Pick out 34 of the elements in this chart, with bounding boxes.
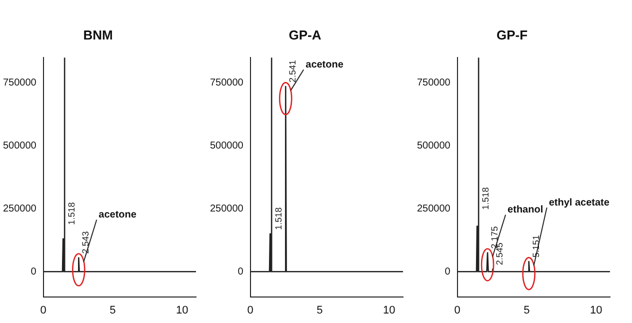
y-tick-label: 0 <box>238 266 244 278</box>
annotation: acetone <box>306 59 344 70</box>
y-tick-label: 500000 <box>2 140 37 152</box>
x-tick-label: 0 <box>247 304 254 316</box>
chart-title: GP-F <box>496 27 528 42</box>
annotation: 1.518 <box>66 202 76 225</box>
x-tick-label: 10 <box>383 304 396 316</box>
x-tick-label: 10 <box>590 304 602 316</box>
y-tick-label: 250000 <box>416 203 451 214</box>
annotation: ethanol <box>508 204 544 216</box>
annotation: 1.518 <box>273 207 284 230</box>
y-tick-label: 0 <box>30 266 37 278</box>
x-tick-label: 5 <box>524 304 530 316</box>
y-tick-label: 750000 <box>2 78 37 89</box>
annotation: 2.541 <box>288 60 298 83</box>
y-tick-label: 250000 <box>2 203 37 214</box>
annotation: 2.545 <box>494 242 505 266</box>
y-tick-label: 750000 <box>210 78 244 89</box>
y-tick-label: 250000 <box>210 203 244 214</box>
y-tick-label: 750000 <box>416 78 451 89</box>
x-tick-label: 5 <box>110 304 116 316</box>
chart-title: GP-A <box>288 27 322 42</box>
x-tick-label: 10 <box>176 304 188 316</box>
annotation: ethyl acetate <box>548 197 610 208</box>
y-tick-label: 500000 <box>416 140 451 152</box>
chart-title: BNM <box>83 27 113 42</box>
y-tick-label: 0 <box>444 266 451 278</box>
x-tick-label: 5 <box>316 304 323 316</box>
y-tick-label: 500000 <box>210 140 244 152</box>
x-tick-label: 0 <box>454 304 460 316</box>
x-tick-label: 0 <box>40 304 46 316</box>
annotation: 1.518 <box>480 187 490 210</box>
annotation: acetone <box>98 210 137 221</box>
annotation: 2.543 <box>80 231 91 254</box>
